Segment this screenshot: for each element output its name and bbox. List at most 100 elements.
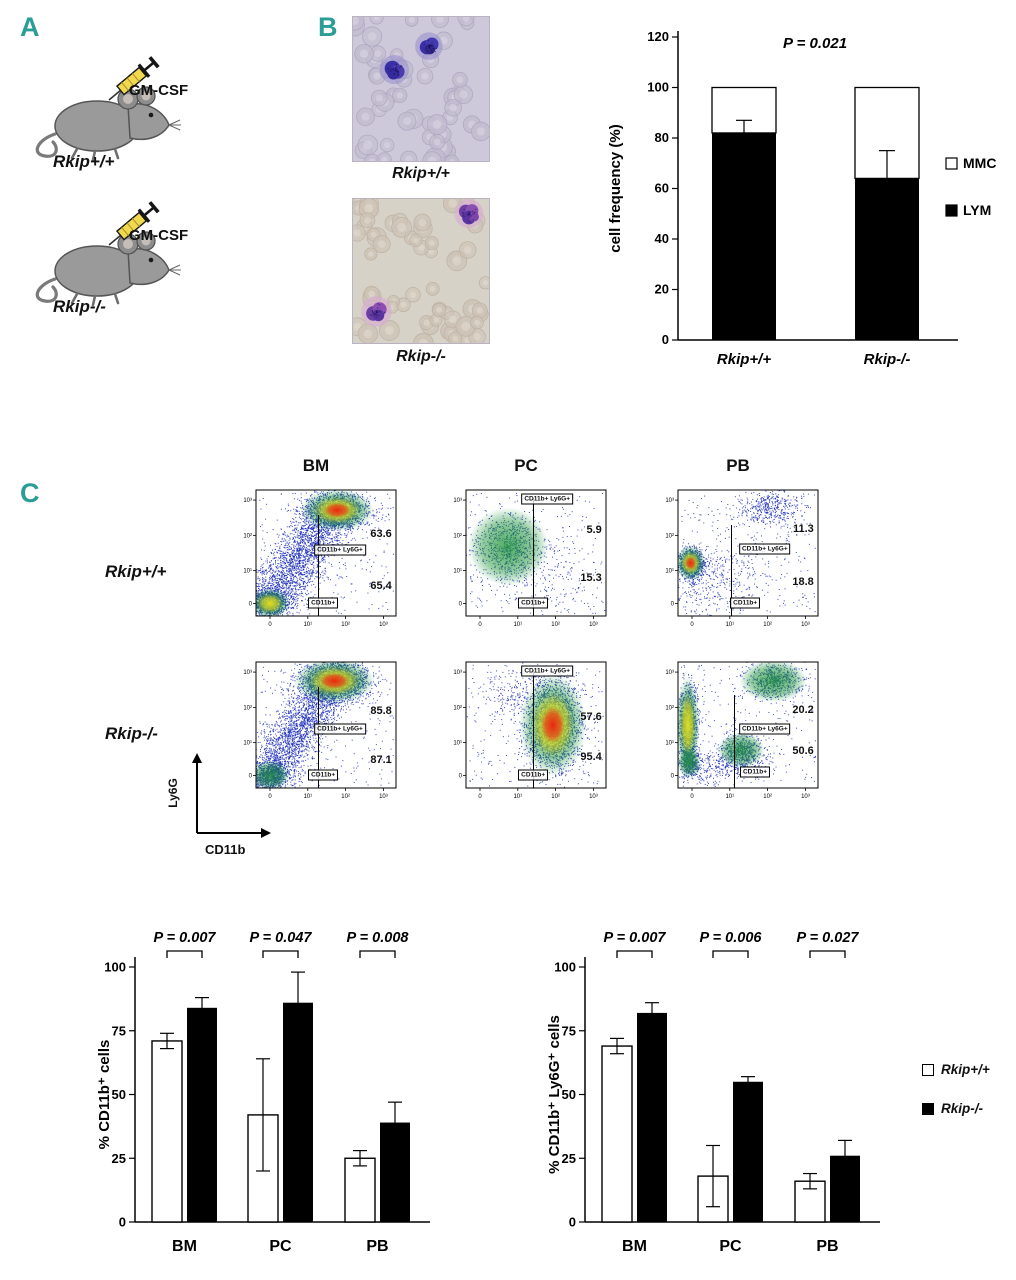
svg-text:P = 0.007: P = 0.007: [604, 930, 667, 946]
micrograph-ko-canvas: [353, 199, 489, 343]
legend-swatch-ko: [922, 1102, 934, 1115]
svg-text:120: 120: [647, 29, 669, 44]
svg-text:P = 0.008: P = 0.008: [347, 930, 410, 946]
gate-percent-upper: 11.3: [792, 523, 814, 536]
panel-b-label: B: [318, 12, 338, 42]
flow-x-axis-label: CD11b: [205, 842, 246, 857]
legend-label-ko: Rkip-/-: [941, 1101, 983, 1116]
svg-text:40: 40: [655, 231, 669, 246]
flow-plot-wt-pc: 5.9 CD11b+ Ly6G+ 15.3 CD11b+: [440, 486, 612, 644]
svg-text:25: 25: [562, 1151, 576, 1166]
flow-plot-canvas: [230, 486, 402, 644]
svg-text:60: 60: [655, 181, 669, 196]
cd11b-bar-chart: 0 25 50 75 100 % CD11b⁺ cells P = 0.007 BM P = 0…: [96, 930, 430, 1255]
gate-percent-upper: 20.2: [792, 703, 814, 716]
gate-label-cd11b-ly6g: CD11b+ Ly6G+: [738, 723, 791, 735]
svg-text:% CD11b⁺ Ly6G⁺ cells: % CD11b⁺ Ly6G⁺ cells: [546, 1015, 563, 1174]
flow-axes-arrows: [192, 753, 271, 838]
svg-text:BM: BM: [172, 1238, 197, 1255]
gate-line: [731, 525, 733, 616]
svg-text:BM: BM: [622, 1238, 647, 1255]
svg-text:50: 50: [562, 1087, 576, 1102]
gate-line: [533, 669, 535, 788]
flow-col-header-pc: PC: [514, 456, 538, 475]
gmcsf-label: GM-CSF: [129, 82, 189, 99]
gate-percent-lower: 50.6: [792, 745, 814, 758]
flow-plot-ko-pb: 20.2 CD11b+ Ly6G+ 50.6 CD11b+: [652, 658, 824, 816]
gate-label-cd11b: CD11b+: [518, 769, 549, 781]
gmcsf-label: GM-CSF: [129, 227, 189, 244]
svg-text:P = 0.007: P = 0.007: [154, 930, 217, 946]
gate-percent-upper: 57.6: [580, 711, 602, 724]
svg-text:25: 25: [112, 1151, 126, 1166]
gate-line: [317, 515, 319, 616]
gate-label-cd11b-ly6g: CD11b+ Ly6G+: [521, 493, 574, 505]
svg-text:PC: PC: [269, 1238, 292, 1255]
micrograph-wt: [352, 16, 490, 162]
flow-col-header-pb: PB: [726, 456, 750, 475]
gate-percent-lower: 87.1: [370, 754, 392, 767]
svg-text:75: 75: [562, 1023, 576, 1038]
flow-plot-canvas: [230, 658, 402, 816]
micrograph-ko-caption: Rkip-/-: [396, 348, 446, 365]
genotype-label-ko: Rkip-/-: [53, 297, 106, 316]
flow-plot-wt-bm: 63.6 CD11b+ Ly6G+ 65.4 CD11b+: [230, 486, 402, 644]
flow-plot-canvas: [440, 486, 612, 644]
gate-label-cd11b-ly6g: CD11b+ Ly6G+: [738, 543, 791, 555]
svg-text:0: 0: [569, 1215, 576, 1230]
svg-text:50: 50: [112, 1087, 126, 1102]
mouse-panel-ko: GM-CSF Rkip-/-: [25, 185, 235, 325]
gate-label-cd11b-ly6g: CD11b+ Ly6G+: [314, 723, 366, 735]
svg-text:80: 80: [655, 130, 669, 145]
flow-plot-ko-pc: 57.6 CD11b+ Ly6G+ 95.4 CD11b+: [440, 658, 612, 816]
gate-line: [533, 497, 535, 616]
svg-text:cell frequency (%): cell frequency (%): [607, 124, 624, 252]
svg-text:% CD11b⁺ cells: % CD11b⁺ cells: [96, 1040, 113, 1150]
flow-plot-canvas: [652, 658, 824, 816]
genotype-label-wt: Rkip+/+: [53, 152, 115, 171]
gate-percent-lower: 18.8: [792, 575, 814, 588]
flow-col-header-bm: BM: [302, 456, 330, 475]
panel-c-label: C: [20, 478, 40, 508]
micrograph-wt-caption: Rkip+/+: [392, 165, 450, 182]
svg-text:75: 75: [112, 1023, 126, 1038]
flow-plot-canvas: [652, 486, 824, 644]
legend-row-wt: Rkip+/+: [922, 1062, 990, 1077]
svg-text:PB: PB: [816, 1238, 838, 1255]
gate-percent-lower: 95.4: [580, 750, 602, 763]
svg-text:PC: PC: [719, 1238, 742, 1255]
svg-text:MMC: MMC: [963, 155, 996, 171]
gate-label-cd11b: CD11b+: [730, 597, 761, 609]
flow-row-label-ko: Rkip-/-: [105, 724, 158, 743]
flow-plot-ko-bm: 85.8 CD11b+ Ly6G+ 87.1 CD11b+: [230, 658, 402, 816]
svg-text:100: 100: [104, 960, 126, 975]
mouse-panel-wt: GM-CSF Rkip+/+: [25, 40, 235, 180]
svg-text:100: 100: [554, 960, 576, 975]
cd11b-ly6g-bar-chart: 0 25 50 75 100 % CD11b⁺ Ly6G⁺ cells P = 0.007 B…: [546, 930, 880, 1255]
svg-text:PB: PB: [366, 1238, 388, 1255]
gate-percent-upper: 63.6: [370, 528, 392, 541]
gate-label-cd11b-ly6g: CD11b+ Ly6G+: [521, 665, 574, 677]
svg-text:P = 0.027: P = 0.027: [797, 930, 860, 946]
svg-text:Rkip+/+: Rkip+/+: [717, 351, 771, 368]
svg-text:P = 0.006: P = 0.006: [700, 930, 763, 946]
svg-text:100: 100: [647, 80, 669, 95]
bottom-legend: Rkip+/+ Rkip-/-: [922, 1062, 990, 1140]
legend-swatch-wt: [922, 1063, 934, 1076]
flow-y-axis-label: Ly6G: [165, 778, 180, 808]
svg-text:20: 20: [655, 282, 669, 297]
cell-frequency-stacked-chart: 0 20 40 60 80 100 120 cell frequency (%) Rkip+/+…: [607, 29, 996, 368]
gate-line: [734, 694, 736, 788]
svg-text:Rkip-/-: Rkip-/-: [864, 351, 911, 368]
mouse-syringe-icon: [35, 53, 183, 162]
svg-text:P = 0.047: P = 0.047: [250, 930, 313, 946]
svg-text:0: 0: [119, 1215, 126, 1230]
panel-a-label: A: [20, 12, 40, 42]
gate-label-cd11b-ly6g: CD11b+ Ly6G+: [314, 544, 366, 556]
legend-label-wt: Rkip+/+: [941, 1062, 990, 1077]
gate-percent-lower: 65.4: [370, 579, 392, 592]
gate-percent-upper: 85.8: [370, 705, 392, 718]
flow-row-label-wt: Rkip+/+: [105, 562, 167, 581]
flow-plot-canvas: [440, 658, 612, 816]
gate-label-cd11b: CD11b+: [308, 597, 339, 609]
